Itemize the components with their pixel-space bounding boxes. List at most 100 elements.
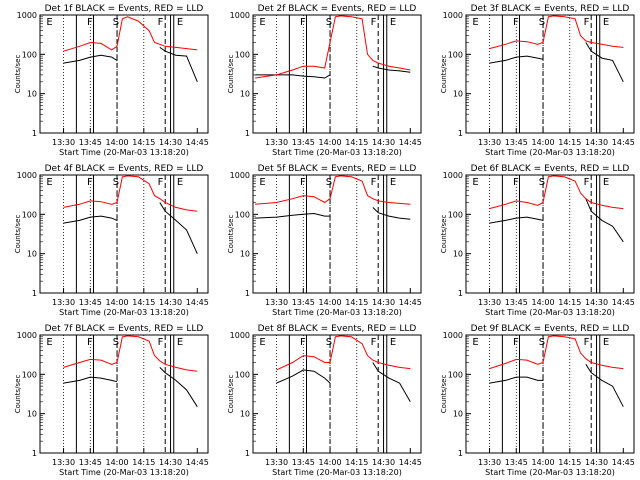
interval-marker: E (390, 17, 396, 28)
x-tick-label: 13:30 (265, 298, 288, 307)
x-tick-label: 13:30 (52, 298, 75, 307)
interval-marker: F (584, 177, 590, 188)
y-axis-label: Counts/sec (14, 55, 22, 94)
x-axis-label: Start Time (20-Mar-03 13:18:20) (485, 468, 615, 477)
interval-marker: E (390, 337, 396, 348)
x-tick-label: 14:00 (319, 458, 342, 467)
y-tick-label: 10 (453, 250, 463, 259)
interval-marker: F (513, 17, 519, 28)
y-tick-label: 100 (22, 50, 37, 59)
y-tick-label: 100 (448, 210, 463, 219)
interval-marker: E (177, 177, 183, 188)
x-tick-label: 14:45 (186, 458, 209, 467)
y-axis-label: Counts/sec (227, 375, 235, 414)
x-tick-label: 14:00 (319, 138, 342, 147)
events-series-line (63, 202, 198, 254)
plot-frame (39, 334, 209, 454)
x-axis-label: Start Time (20-Mar-03 13:18:20) (272, 308, 402, 317)
interval-marker: E (46, 17, 52, 28)
y-tick-label: 1 (245, 449, 250, 458)
interval-marker: E (46, 337, 52, 348)
x-tick-label: 13:30 (52, 458, 75, 467)
events-series-line (489, 42, 624, 83)
detector-plot: Det 1f BLACK = Events, RED = LLD 1 10 100 10… (14, 4, 209, 157)
interval-marker: E (472, 17, 478, 28)
detector-plot: Det 2f BLACK = Events, RED = LLD 1 10 100 10… (227, 4, 422, 157)
plot-frame (465, 14, 635, 134)
detector-plot: Det 6f BLACK = Events, RED = LLD 1 10 100 10… (440, 164, 635, 317)
plot-title: Det 7f BLACK = Events, RED = LLD (45, 324, 204, 334)
lld-series-line (63, 335, 198, 372)
x-tick-label: 14:15 (558, 298, 581, 307)
interval-marker: F (87, 337, 93, 348)
x-tick-label: 14:30 (585, 138, 608, 147)
interval-marker: S (539, 17, 545, 28)
x-tick-label: 14:30 (585, 298, 608, 307)
interval-marker: S (326, 177, 332, 188)
x-axis-label: Start Time (20-Mar-03 13:18:20) (59, 148, 189, 157)
interval-marker: F (87, 17, 93, 28)
detector-plot: Det 8f BLACK = Events, RED = LLD 1 10 100 10… (227, 324, 422, 477)
events-series-line (489, 364, 624, 407)
y-tick-label: 10 (453, 410, 463, 419)
detector-plot: Det 5f BLACK = Events, RED = LLD 1 10 100 10… (227, 164, 422, 317)
events-series-line (255, 207, 411, 220)
x-tick-label: 14:30 (372, 298, 395, 307)
x-tick-label: 14:30 (159, 298, 182, 307)
x-tick-label: 13:30 (478, 458, 501, 467)
plot-title: Det 6f BLACK = Events, RED = LLD (471, 164, 630, 174)
y-tick-label: 100 (448, 370, 463, 379)
detector-plot: Det 3f BLACK = Events, RED = LLD 1 10 100 10… (440, 4, 635, 157)
interval-marker: E (259, 17, 265, 28)
x-axis-label: Start Time (20-Mar-03 13:18:20) (59, 468, 189, 477)
y-tick-label: 1 (245, 289, 250, 298)
y-tick-label: 10 (27, 250, 37, 259)
lld-series-line (489, 335, 624, 370)
interval-marker: E (603, 17, 609, 28)
detector-plot: Det 7f BLACK = Events, RED = LLD 1 10 100 10… (14, 324, 209, 477)
x-tick-label: 14:45 (399, 298, 422, 307)
y-tick-label: 1000 (17, 171, 37, 180)
plot-title: Det 1f BLACK = Events, RED = LLD (45, 4, 204, 14)
x-tick-label: 13:45 (505, 458, 528, 467)
lld-series-line (63, 16, 198, 52)
y-tick-label: 10 (27, 410, 37, 419)
interval-marker: S (113, 177, 119, 188)
x-tick-label: 14:30 (585, 458, 608, 467)
x-tick-label: 13:30 (265, 138, 288, 147)
x-tick-label: 14:00 (319, 298, 342, 307)
interval-marker: F (158, 17, 164, 28)
lld-series-line (489, 175, 624, 210)
x-tick-label: 14:30 (372, 138, 395, 147)
interval-marker: F (371, 337, 377, 348)
interval-marker: S (113, 17, 119, 28)
x-tick-label: 14:15 (345, 138, 368, 147)
plot-title: Det 8f BLACK = Events, RED = LLD (258, 324, 417, 334)
x-tick-label: 14:00 (532, 138, 555, 147)
plot-frame (252, 14, 422, 134)
y-tick-label: 1000 (230, 171, 250, 180)
plot-frame (465, 334, 635, 454)
y-tick-label: 10 (453, 90, 463, 99)
x-tick-label: 13:30 (478, 138, 501, 147)
x-tick-label: 14:00 (106, 458, 129, 467)
y-tick-label: 100 (22, 210, 37, 219)
plot-frame (39, 14, 209, 134)
x-tick-label: 13:45 (79, 138, 102, 147)
events-series-line (276, 362, 411, 403)
x-tick-label: 14:00 (106, 138, 129, 147)
y-tick-label: 1 (245, 129, 250, 138)
x-tick-label: 13:30 (265, 458, 288, 467)
x-axis-label: Start Time (20-Mar-03 13:18:20) (272, 148, 402, 157)
x-tick-label: 14:45 (186, 138, 209, 147)
x-tick-label: 14:30 (372, 458, 395, 467)
detector-plot: Det 9f BLACK = Events, RED = LLD 1 10 100 10… (440, 324, 635, 477)
y-tick-label: 1000 (443, 171, 463, 180)
y-tick-label: 1000 (17, 331, 37, 340)
y-tick-label: 1 (458, 449, 463, 458)
y-axis-label: Counts/sec (14, 215, 22, 254)
x-tick-label: 13:45 (79, 458, 102, 467)
y-axis-label: Counts/sec (14, 375, 22, 414)
plot-title: Det 4f BLACK = Events, RED = LLD (45, 164, 204, 174)
